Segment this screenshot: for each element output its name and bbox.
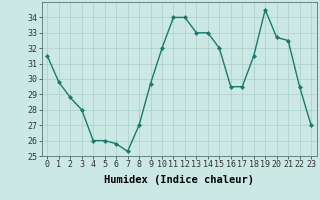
- X-axis label: Humidex (Indice chaleur): Humidex (Indice chaleur): [104, 175, 254, 185]
